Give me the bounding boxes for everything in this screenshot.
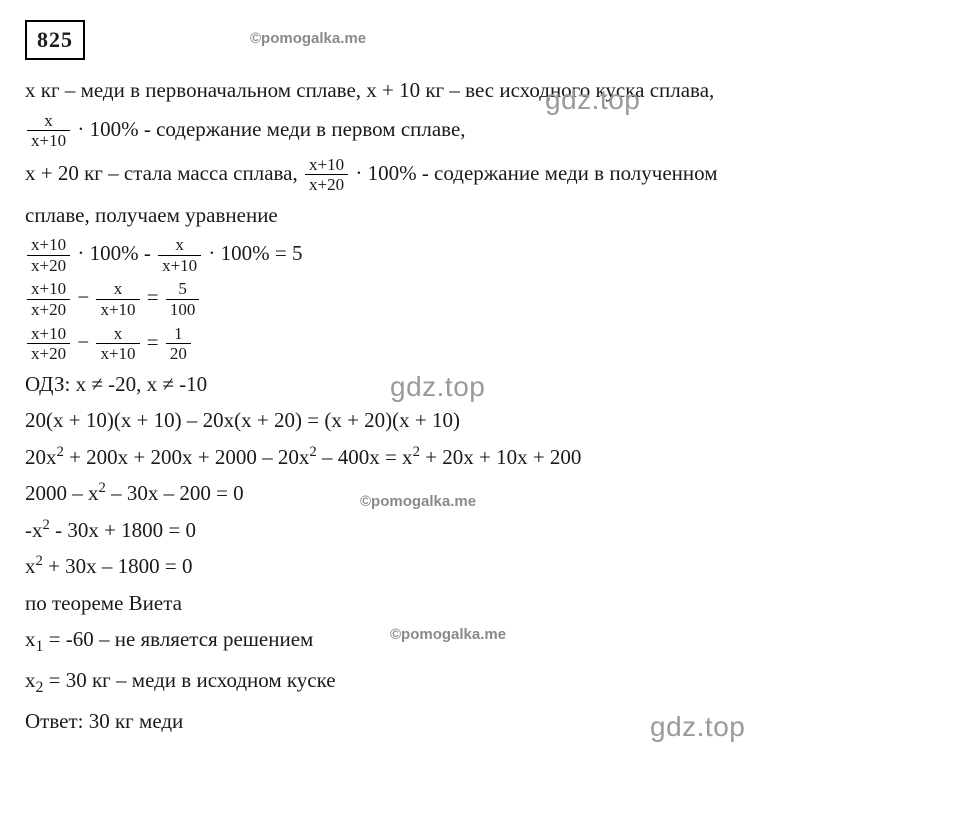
text-span: x (25, 554, 36, 578)
equation: -x2 - 30x + 1800 = 0 (25, 514, 935, 547)
fraction: x+10x+20 (27, 324, 70, 364)
fraction: x+10x+20 (305, 155, 348, 195)
root-line: x1 = -60 – не является решением (25, 623, 935, 660)
text-span: х + 20 кг – стала масса сплава, (25, 161, 303, 185)
text-span: = (142, 329, 164, 353)
text-span: – 30x – 200 = 0 (106, 481, 244, 505)
text-span: · 100% - содержание меди в полученном (350, 161, 717, 185)
text-line: х кг – меди в первоначальном сплаве, х +… (25, 74, 935, 107)
equation: 20(x + 10)(x + 10) – 20x(x + 20) = (x + … (25, 404, 935, 437)
text-span: 20x (25, 445, 57, 469)
text-span: – 400x = x (317, 445, 413, 469)
text-span: − (72, 329, 94, 353)
fraction: xx+10 (27, 111, 70, 151)
fraction: x+10x+20 (27, 279, 70, 319)
text-span: = (142, 285, 164, 309)
fraction: xx+10 (96, 324, 139, 364)
text-span: − (72, 285, 94, 309)
equation: x+10x+20 − xx+10 = 5100 (25, 279, 935, 319)
text-span: · 100% - содержание меди в первом сплаве… (72, 117, 465, 141)
text-span: -x (25, 518, 43, 542)
text-span: · 100% - (72, 241, 156, 265)
equation: x+10x+20 · 100% - xx+10 · 100% = 5 (25, 235, 935, 275)
text-line: по теореме Виета (25, 587, 935, 620)
watermark-pomogalka: ©pomogalka.me (250, 27, 366, 50)
text-span: = -60 – не является решением (43, 627, 313, 651)
fraction: x+10x+20 (27, 235, 70, 275)
equation: x+10x+20 − xx+10 = 120 (25, 324, 935, 364)
text-span: + 30x – 1800 = 0 (43, 554, 193, 578)
equation: 20x2 + 200x + 200x + 2000 – 20x2 – 400x … (25, 441, 935, 474)
text-span: x (25, 627, 36, 651)
problem-number: 825 (25, 20, 85, 60)
fraction: xx+10 (158, 235, 201, 275)
text-line: х + 20 кг – стала масса сплава, x+10x+20… (25, 155, 935, 195)
text-span: + 20x + 10x + 200 (420, 445, 582, 469)
text-span: x (25, 668, 36, 692)
text-span: = 30 кг – меди в исходном куске (43, 668, 335, 692)
text-span: - 30x + 1800 = 0 (50, 518, 196, 542)
fraction: 120 (166, 324, 191, 364)
odz-line: ОДЗ: x ≠ -20, x ≠ -10 (25, 368, 935, 401)
equation: x2 + 30x – 1800 = 0 (25, 550, 935, 583)
fraction: 5100 (166, 279, 200, 319)
fraction: xx+10 (96, 279, 139, 319)
text-span: · 100% = 5 (203, 241, 302, 265)
text-line: сплаве, получаем уравнение (25, 199, 935, 232)
text-line: xx+10 · 100% - содержание меди в первом … (25, 111, 935, 151)
equation: 2000 – x2 – 30x – 200 = 0 (25, 477, 935, 510)
root-line: x2 = 30 кг – меди в исходном куске (25, 664, 935, 701)
text-span: + 200x + 200x + 2000 – 20x (64, 445, 310, 469)
answer-line: Ответ: 30 кг меди (25, 705, 935, 738)
text-span: 2000 – x (25, 481, 99, 505)
